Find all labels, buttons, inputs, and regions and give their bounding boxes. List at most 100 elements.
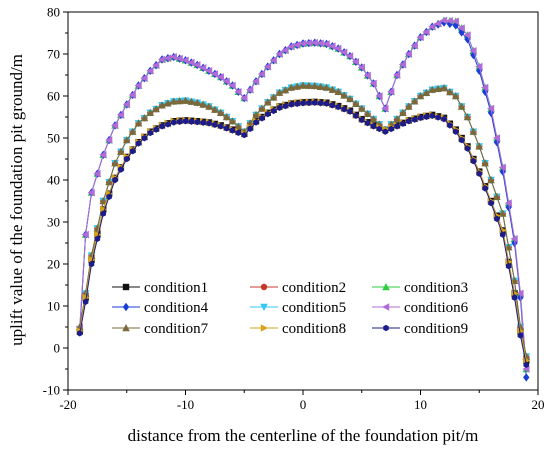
- condition7-point: [310, 81, 319, 90]
- condition7-point: [128, 127, 137, 135]
- condition6-point: [469, 47, 477, 55]
- condition9-point: [499, 231, 506, 238]
- condition7-point: [475, 142, 484, 150]
- condition9-point: [306, 99, 312, 107]
- condition6-line: [79, 19, 527, 370]
- plot-area: [75, 16, 531, 382]
- condition6-point: [134, 81, 142, 90]
- condition9-point: [159, 123, 165, 130]
- legend-item-condition4: condition4: [112, 300, 209, 316]
- condition9-point: [335, 103, 342, 111]
- condition7-point: [404, 102, 413, 110]
- condition7-point: [287, 83, 296, 91]
- condition6-point: [152, 61, 160, 69]
- condition7-point: [122, 136, 131, 144]
- series-condition6: [75, 16, 530, 373]
- condition9-point: [300, 99, 306, 107]
- condition6-point: [310, 38, 318, 47]
- condition7-point: [416, 92, 425, 100]
- legend-item-condition8: condition8: [250, 321, 346, 337]
- square-icon: [122, 283, 130, 291]
- condition6-point: [393, 71, 401, 79]
- condition7-point: [134, 119, 143, 127]
- condition9-point: [405, 118, 412, 125]
- condition9-point: [317, 99, 324, 107]
- condition7-point: [193, 98, 202, 106]
- condition9-point: [223, 125, 230, 132]
- condition7-point: [340, 91, 348, 99]
- condition6-point: [287, 42, 295, 51]
- condition7-point: [99, 197, 108, 205]
- legend-label: condition2: [282, 280, 346, 296]
- condition9-point: [194, 118, 201, 126]
- condition6-point: [445, 17, 454, 25]
- condition6-point: [510, 235, 518, 243]
- condition6-point: [105, 136, 113, 144]
- y-tick-label: -10: [43, 383, 60, 398]
- x-tick-label: 20: [532, 397, 545, 412]
- condition6-point: [199, 64, 207, 72]
- condition9-point: [329, 102, 336, 109]
- legend-label: condition4: [144, 300, 209, 316]
- condition6-point: [410, 41, 418, 50]
- condition9-point: [494, 215, 500, 223]
- condition9-point: [429, 112, 436, 119]
- condition9-point: [488, 199, 494, 207]
- condition9-point: [188, 118, 195, 125]
- condition9-point: [123, 155, 130, 163]
- condition7-point: [399, 108, 407, 116]
- condition7-point: [269, 93, 278, 101]
- condition6-point: [169, 53, 177, 61]
- condition6-point: [99, 151, 107, 159]
- condition9-point: [170, 119, 177, 126]
- condition6-point: [398, 60, 407, 69]
- condition7-point: [181, 96, 190, 104]
- y-tick-label: 60: [47, 89, 60, 104]
- y-tick-label: 40: [47, 173, 60, 188]
- condition9-point: [388, 125, 394, 133]
- y-tick-label: 0: [54, 341, 61, 356]
- condition6-point: [451, 17, 459, 26]
- condition4-point: [470, 50, 477, 60]
- legend-item-condition9: condition9: [372, 321, 468, 337]
- condition6-point: [222, 77, 230, 86]
- condition7-point: [451, 92, 460, 100]
- condition7-point: [305, 81, 313, 89]
- condition7-point: [258, 104, 266, 112]
- y-tick-label: 50: [47, 131, 60, 146]
- condition6-point: [346, 52, 354, 60]
- condition9-point: [100, 210, 107, 217]
- condition7-point: [175, 97, 184, 105]
- condition7-point: [158, 101, 166, 109]
- condition9-point: [423, 113, 430, 120]
- condition6-point: [234, 88, 242, 96]
- condition7-point: [252, 110, 260, 119]
- condition6-point: [369, 79, 377, 88]
- condition7-point: [281, 86, 290, 94]
- condition9-point: [106, 193, 112, 200]
- legend-item-condition3: condition3: [372, 280, 468, 296]
- condition6-point: [122, 100, 130, 109]
- condition9-point: [282, 102, 289, 110]
- condition9-point: [264, 110, 271, 118]
- condition7-point: [169, 97, 178, 105]
- condition7-point: [293, 82, 301, 90]
- condition9-point: [88, 260, 95, 268]
- circle-icon: [260, 283, 268, 291]
- condition9-point: [353, 112, 359, 119]
- x-tick-label: -20: [59, 397, 76, 412]
- condition9-point: [288, 101, 295, 108]
- condition6-point: [434, 19, 442, 28]
- condition7-point: [457, 102, 466, 110]
- x-tick-label: -10: [177, 397, 194, 412]
- series-condition3: [75, 16, 531, 373]
- condition6-point: [492, 134, 501, 142]
- condition6-point: [93, 169, 101, 178]
- condition9-point: [394, 123, 400, 130]
- condition6-point: [187, 58, 195, 67]
- condition7-point: [111, 159, 119, 167]
- condition7-point: [299, 81, 307, 89]
- condition7-point: [346, 94, 354, 103]
- condition6-point: [275, 50, 283, 58]
- condition6-point: [210, 70, 219, 78]
